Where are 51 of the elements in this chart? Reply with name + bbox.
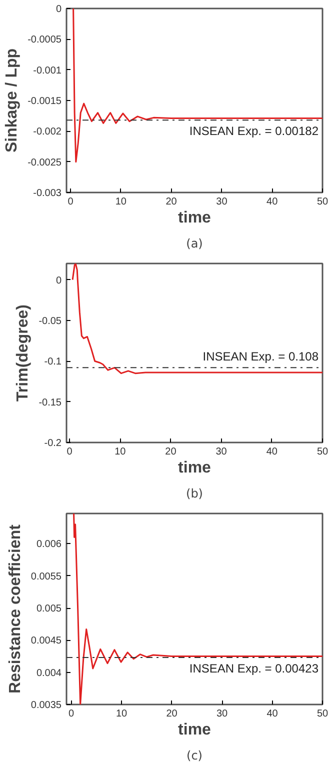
x-tick-label: 20 xyxy=(165,446,177,458)
y-tick-label: -0.1 xyxy=(44,356,62,368)
y-tick-label: -0.003 xyxy=(33,188,62,199)
y-tick-label: -0.002 xyxy=(33,126,62,138)
x-tick-label: 50 xyxy=(316,708,328,720)
x-tick-label: 40 xyxy=(266,446,278,458)
annotation: INSEAN Exp. = 0.00423 xyxy=(189,662,319,676)
x-tick-label: 10 xyxy=(116,708,128,720)
y-tick-label: 0 xyxy=(56,4,62,15)
y-tick-label: 0.0045 xyxy=(30,636,62,647)
x-tick-label: 30 xyxy=(216,708,228,720)
x-tick-label: 40 xyxy=(266,708,278,720)
y-tick-label: 0.005 xyxy=(36,604,62,615)
x-axis-title: time xyxy=(178,210,212,226)
x-tick-label: 0 xyxy=(68,708,74,720)
x-axis-title: time xyxy=(178,722,212,738)
y-tick-label: 0.0055 xyxy=(30,571,62,582)
x-tick-label: 30 xyxy=(216,446,228,458)
x-tick-label: 20 xyxy=(166,196,178,208)
text: (b) xyxy=(186,486,203,500)
y-axis-title: Resistance coefficient xyxy=(6,524,24,694)
y-tick-label: -0.0005 xyxy=(28,34,62,46)
x-tick-label: 30 xyxy=(216,196,228,208)
y-tick-label: -0.15 xyxy=(38,397,62,408)
y-tick-label: 0.0035 xyxy=(30,700,62,711)
y-tick-label: 0 xyxy=(56,275,62,286)
x-tick-label: 10 xyxy=(115,196,127,208)
text: (c) xyxy=(186,748,202,762)
y-axis-title: Sinkage / Lpp xyxy=(4,48,21,153)
text: (a) xyxy=(186,236,203,250)
x-tick-label: 10 xyxy=(114,446,126,458)
y-tick-label: -0.0015 xyxy=(28,96,62,107)
x-tick-label: 40 xyxy=(266,196,278,208)
y-axis-title: Trim(degree) xyxy=(14,304,32,402)
line-series xyxy=(73,514,322,704)
y-tick-label: -0.05 xyxy=(38,316,62,327)
line-series xyxy=(72,264,322,374)
y-tick-label: -0.0025 xyxy=(28,157,62,168)
x-tick-label: 0 xyxy=(68,196,74,208)
y-tick-label: 0.006 xyxy=(36,539,62,550)
annotation: INSEAN Exp. = 0.00182 xyxy=(189,124,319,138)
line-series xyxy=(72,8,322,163)
x-tick-label: 0 xyxy=(66,446,73,458)
x-tick-label: 50 xyxy=(316,446,328,458)
y-tick-label: -0.001 xyxy=(33,65,62,76)
x-tick-label: 50 xyxy=(316,196,328,208)
y-tick-label: -0.2 xyxy=(44,438,62,449)
annotation: INSEAN Exp. = 0.108 xyxy=(202,350,319,364)
x-tick-label: 20 xyxy=(166,708,178,720)
y-tick-label: 0.004 xyxy=(36,668,62,679)
x-axis-title: time xyxy=(178,460,212,476)
